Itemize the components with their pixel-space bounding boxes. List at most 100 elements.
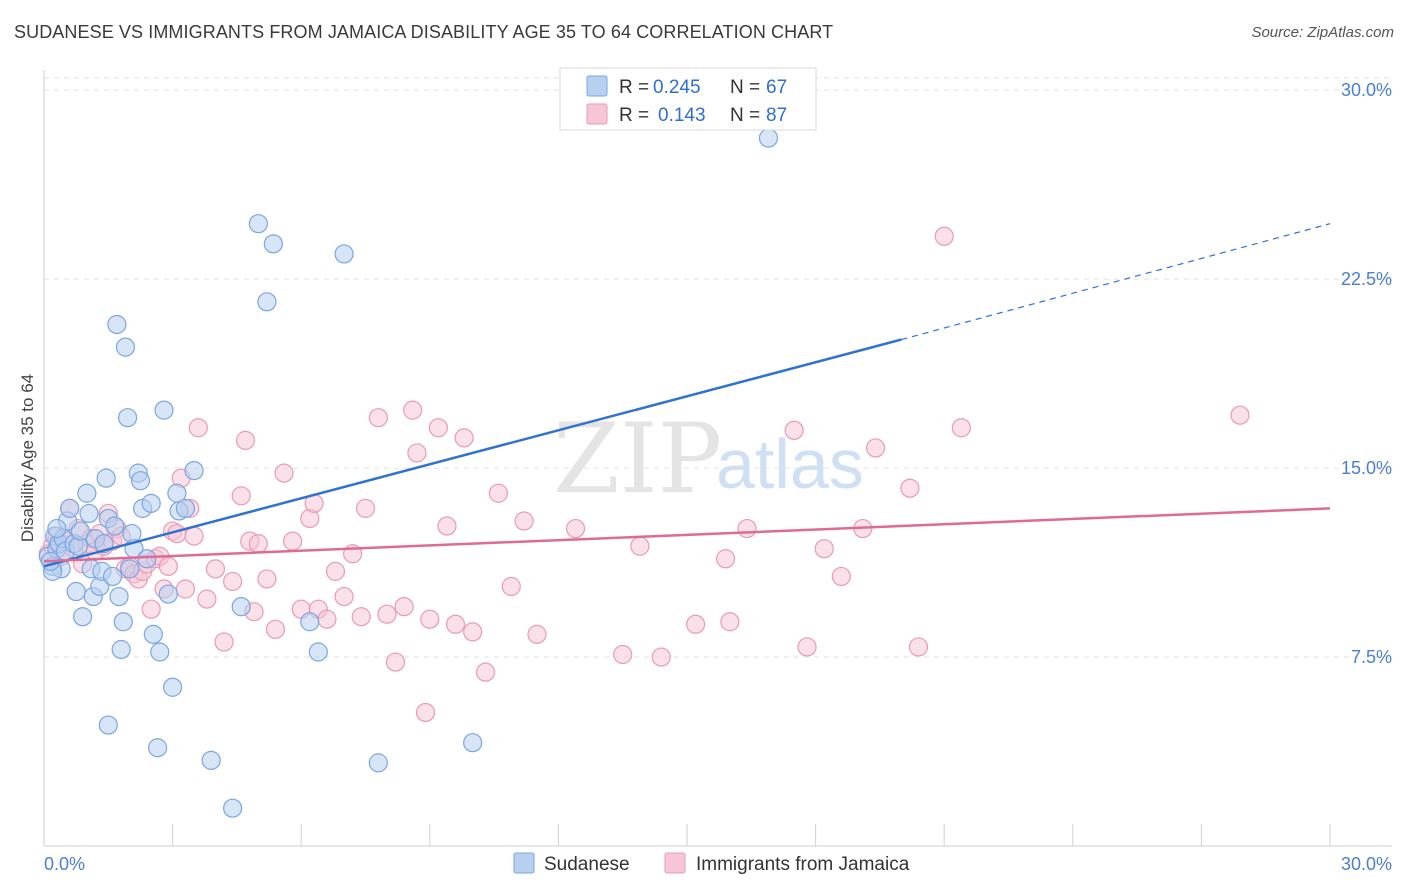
- sudanese-points: [38, 128, 779, 818]
- jamaica-points: [38, 226, 1250, 723]
- jamaica-point-78: [613, 644, 633, 665]
- grid-lines: [44, 77, 1392, 658]
- sudanese-point-28: [109, 586, 129, 607]
- jamaica-point-37: [205, 559, 226, 579]
- sudanese-point-54: [248, 214, 268, 234]
- y-tick-label-0: 7.5%: [1351, 647, 1392, 667]
- jamaica-point-41: [235, 430, 256, 450]
- jamaica-point-82: [715, 549, 736, 569]
- jamaica-point-74: [501, 576, 521, 597]
- sudanese-point-56: [263, 234, 283, 254]
- jamaica-point-48: [283, 531, 303, 551]
- jamaica-point-77: [565, 518, 586, 539]
- jamaica-point-28: [158, 556, 178, 576]
- sudanese-trend-extension: [901, 223, 1331, 341]
- jamaica-point-89: [934, 226, 954, 246]
- sudanese-point-29: [111, 639, 131, 660]
- sudanese-point-62: [98, 715, 118, 735]
- sudanese-point-11: [66, 581, 86, 602]
- sudanese-point-13: [70, 521, 91, 541]
- bottom-legend-label-sudanese: Sudanese: [544, 854, 630, 875]
- jamaica-point-35: [188, 418, 208, 438]
- jamaica-point-32: [175, 579, 196, 599]
- jamaica-point-65: [415, 702, 436, 723]
- sudanese-point-27: [107, 314, 127, 335]
- jamaica-trend-line: [43, 507, 1331, 563]
- jamaica-point-55: [334, 586, 354, 607]
- sudanese-point-42: [147, 738, 168, 758]
- jamaica-point-60: [377, 604, 397, 624]
- sudanese-point-58: [308, 642, 328, 662]
- sudanese-point-23: [96, 468, 116, 488]
- jamaica-point-81: [685, 614, 706, 634]
- sudanese-point-55: [257, 292, 277, 312]
- jamaica-point-67: [428, 418, 448, 438]
- sudanese-point-33: [120, 559, 140, 579]
- jamaica-point-46: [265, 619, 286, 639]
- sudanese-point-52: [223, 798, 243, 818]
- sudanese-point-40: [141, 493, 161, 513]
- jamaica-point-53: [317, 609, 337, 629]
- sudanese-point-57: [300, 612, 320, 632]
- bottom-legend-label-jamaica: Immigrants from Jamaica: [696, 854, 910, 875]
- jamaica-point-94: [831, 566, 851, 587]
- jamaica-point-87: [866, 438, 886, 458]
- legend-r-label-sudanese: R =: [619, 77, 649, 98]
- jamaica-point-73: [488, 483, 508, 503]
- axes: [43, 70, 1392, 847]
- jamaica-point-38: [214, 632, 234, 652]
- y-tick-label-3: 30.0%: [1341, 80, 1392, 100]
- jamaica-point-85: [908, 637, 929, 657]
- jamaica-point-83: [784, 420, 804, 440]
- jamaica-point-58: [355, 498, 376, 518]
- y-tick-labels: 7.5% 15.0% 22.5% 30.0%: [1341, 80, 1392, 667]
- legend-r-value-jamaica: 0.143: [658, 105, 706, 126]
- sudanese-point-59: [334, 244, 354, 264]
- bottom-legend: Sudanese Immigrants from Jamaica: [513, 852, 910, 875]
- sudanese-point-9: [60, 498, 80, 518]
- jamaica-point-75: [514, 511, 534, 531]
- sudanese-point-63: [758, 128, 779, 148]
- x-tick-labels: 0.0% 30.0%: [44, 854, 1392, 874]
- legend-n-label-jamaica: N =: [730, 105, 760, 126]
- sudanese-trend-line: [43, 338, 902, 568]
- legend-r-value-sudanese: 0.245: [653, 77, 701, 98]
- y-axis-label: Disability Age 35 to 64: [18, 374, 37, 542]
- jamaica-point-34: [184, 526, 204, 546]
- sudanese-point-46: [163, 677, 183, 697]
- jamaica-point-76: [527, 624, 547, 644]
- sudanese-point-44: [154, 400, 174, 420]
- legend-r-label-jamaica: R =: [619, 105, 649, 126]
- jamaica-point-93: [814, 539, 834, 559]
- sudanese-point-30: [113, 612, 133, 632]
- sudanese-point-14: [72, 607, 93, 627]
- jamaica-point-47: [274, 463, 294, 483]
- y-tick-label-2: 22.5%: [1341, 269, 1392, 289]
- jamaica-point-72: [475, 662, 496, 682]
- sudanese-point-45: [158, 584, 178, 604]
- jamaica-point-91: [737, 518, 757, 539]
- watermark-zip: ZIP: [553, 403, 722, 515]
- sudanese-point-61: [463, 733, 483, 753]
- jamaica-point-66: [420, 609, 440, 629]
- jamaica-point-86: [951, 418, 971, 438]
- sudanese-point-65: [47, 518, 67, 539]
- jamaica-point-36: [197, 589, 217, 609]
- sudanese-point-50: [184, 460, 204, 481]
- jamaica-point-62: [394, 597, 414, 617]
- sudanese-point-51: [201, 750, 221, 770]
- jamaica-point-69: [445, 614, 466, 634]
- sudanese-point-39: [137, 549, 157, 569]
- jamaica-point-80: [651, 647, 671, 667]
- jamaica-point-61: [385, 652, 406, 672]
- bottom-legend-swatch-sudanese: [513, 852, 535, 874]
- sudanese-point-26: [105, 516, 125, 536]
- sudanese-point-60: [368, 753, 388, 773]
- chart-source: Source: ZipAtlas.com: [1251, 24, 1394, 41]
- jamaica-point-70: [454, 428, 474, 448]
- sudanese-point-25: [102, 566, 123, 587]
- jamaica-point-63: [403, 400, 423, 420]
- jamaica-point-40: [231, 486, 251, 506]
- jamaica-point-95: [720, 612, 740, 632]
- legend-n-label-sudanese: N =: [730, 77, 760, 98]
